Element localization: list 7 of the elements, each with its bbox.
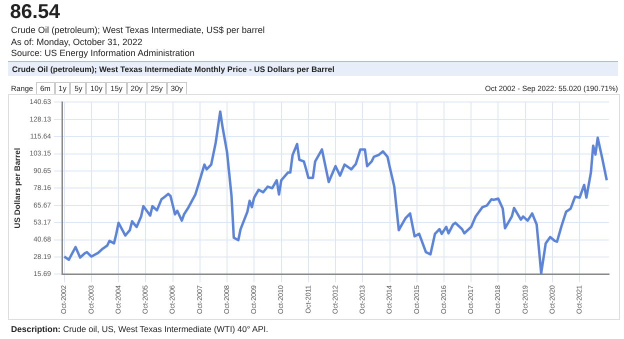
text: Description: Crude oil, US, West Texas Intermediate (WTI) 40° API. <box>11 324 268 334</box>
text: As of: Monday, October 31, 2022 <box>11 36 142 46</box>
text: Crude Oil (petroleum); West Texas Intermediate, US$ per barrel <box>11 25 265 35</box>
chart-title: Crude Oil (petroleum); West Texas Intermediate Monthly Price - US Dollars per Barrel <box>8 61 618 76</box>
y-axis-title: US Dollars per Barrel <box>13 148 22 228</box>
text: 86.54 <box>10 1 60 24</box>
source-note: Source: US Energy Information Administration <box>11 48 195 58</box>
